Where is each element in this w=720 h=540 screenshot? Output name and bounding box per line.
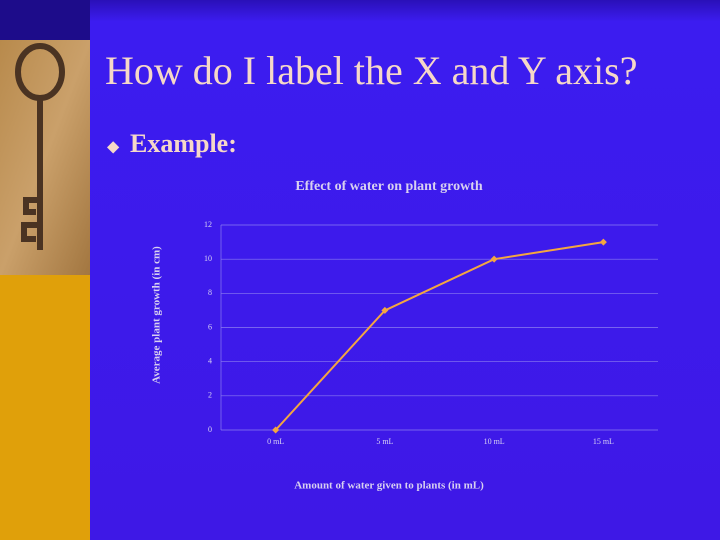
data-point: [381, 306, 389, 314]
data-line: [274, 241, 604, 431]
y-tick-label: 6: [208, 322, 212, 331]
x-tick-label: 5 mL: [376, 437, 393, 446]
y-tick-label: 0: [208, 425, 212, 434]
y-tick-label: 10: [204, 254, 212, 263]
data-point: [490, 255, 498, 263]
y-tick-label: 12: [204, 220, 212, 229]
y-tick-label: 8: [208, 288, 212, 297]
x-tick-label: 0 mL: [267, 437, 284, 446]
y-tick-label: 2: [208, 391, 212, 400]
y-tick-label: 4: [208, 356, 212, 365]
left-image: [0, 40, 90, 275]
data-point: [599, 238, 607, 246]
x-tick-label: 10 mL: [484, 437, 505, 446]
bullet-marker: ◆: [107, 139, 120, 156]
y-axis-title: Average plant growth (in cm): [151, 246, 163, 384]
chart-title: Effect of water on plant growth: [295, 179, 483, 194]
key-icon: [15, 43, 65, 250]
left-bottom: [0, 275, 90, 540]
bullet-text: Example:: [130, 129, 237, 158]
slide-title: How do I label the X and Y axis?: [105, 48, 637, 93]
x-tick-label: 15 mL: [593, 437, 614, 446]
left-top: [0, 0, 90, 40]
x-axis-title: Amount of water given to plants (in mL): [294, 480, 484, 492]
data-point: [272, 426, 280, 434]
